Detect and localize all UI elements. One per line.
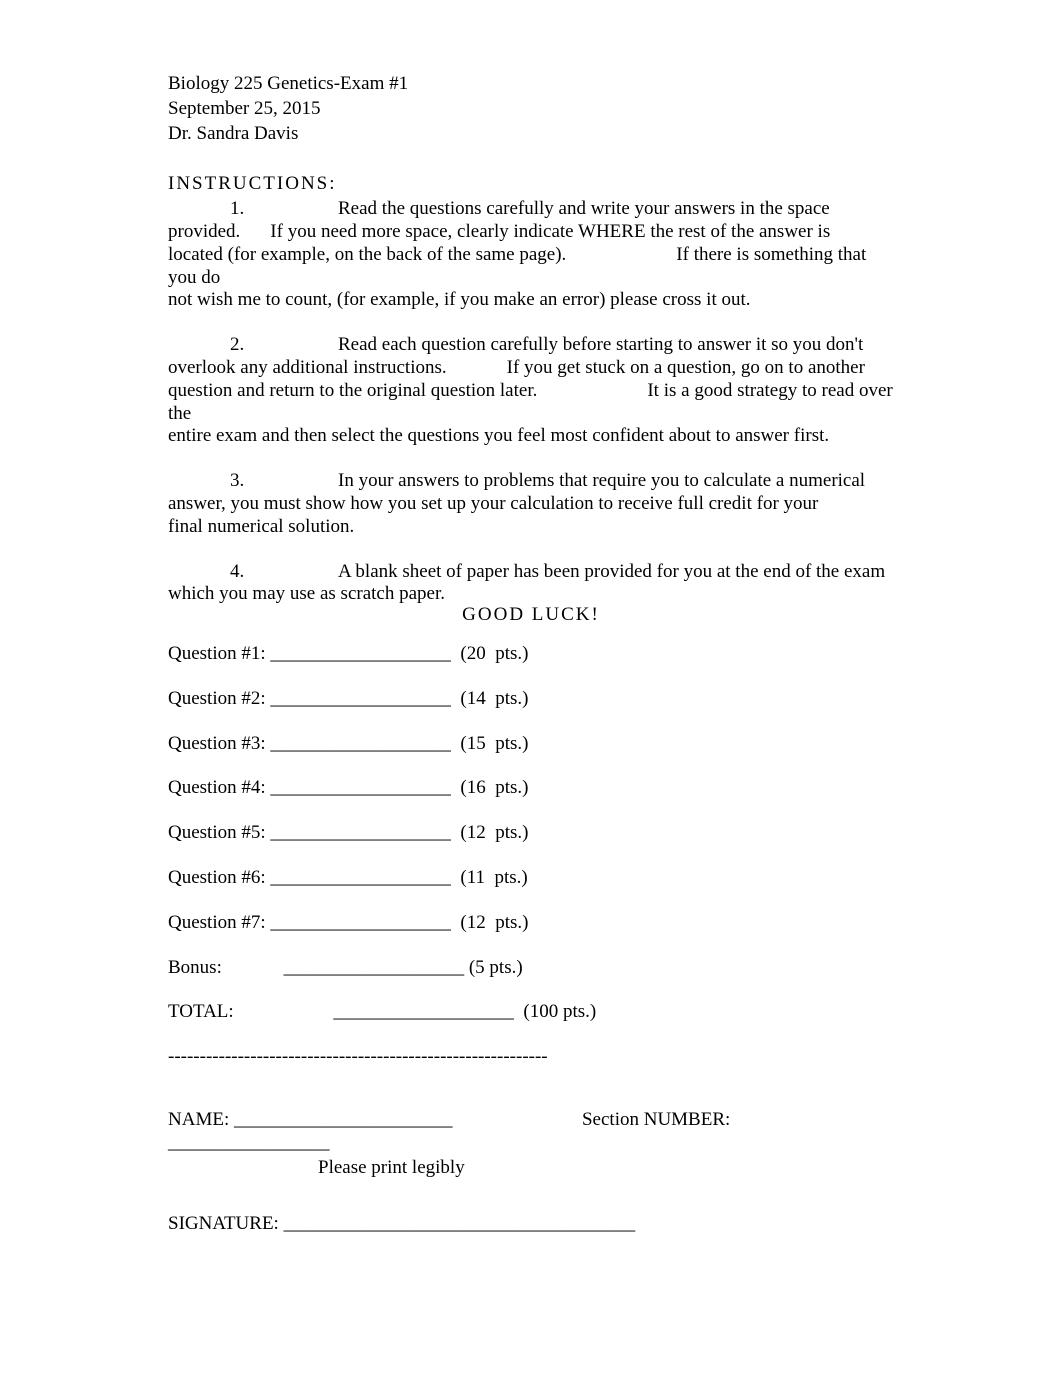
exam-header: Biology 225 Genetics-Exam #1 September 2…	[168, 73, 894, 145]
instruction-3-text-c: final numerical solution.	[168, 516, 354, 537]
question-5-score: Question #5: ___________________ (12 pts…	[168, 822, 894, 845]
instructor-name: Dr. Sandra Davis	[168, 123, 894, 146]
instruction-2-text-c: If you get stuck on a question, go on to…	[507, 357, 865, 378]
total-score: TOTAL: ___________________ (100 pts.)	[168, 1001, 894, 1024]
exam-date: September 25, 2015	[168, 98, 894, 121]
instruction-2: 2. Read each question carefully before st…	[168, 334, 894, 448]
instruction-4-text-a: A blank sheet of paper has been provided…	[338, 561, 885, 582]
print-legibly-note: Please print legibly	[318, 1157, 894, 1180]
question-7-score: Question #7: ___________________ (12 pts…	[168, 912, 894, 935]
instruction-2-text-a: Read each question carefully before star…	[338, 334, 863, 355]
good-luck-text: GOOD LUCK!	[168, 604, 894, 627]
course-title: Biology 225 Genetics-Exam #1	[168, 73, 894, 96]
instruction-3-text-b: answer, you must show how you set up you…	[168, 493, 818, 514]
question-2-score: Question #2: ___________________ (14 pts…	[168, 688, 894, 711]
question-4-score: Question #4: ___________________ (16 pts…	[168, 777, 894, 800]
instruction-4-number: 4.	[168, 561, 278, 584]
instruction-2-text-f: entire exam and then select the question…	[168, 425, 829, 446]
instruction-3: 3. In your answers to problems that requi…	[168, 470, 894, 538]
instruction-1-text-a: Read the questions carefully and write y…	[338, 198, 830, 219]
instruction-1-text-f: not wish me to count, (for example, if y…	[168, 289, 751, 310]
question-6-score: Question #6: ___________________ (11 pts…	[168, 867, 894, 890]
section-divider: ----------------------------------------…	[168, 1046, 894, 1069]
instruction-1: 1. Read the questions carefully and write…	[168, 198, 894, 312]
bonus-score: Bonus: ___________________ (5 pts.)	[168, 957, 894, 980]
instruction-1-text-c: If you need more space, clearly indicate…	[270, 221, 830, 242]
question-3-score: Question #3: ___________________ (15 pts…	[168, 733, 894, 756]
instruction-2-text-b: overlook any additional instructions.	[168, 357, 447, 378]
name-section-row: NAME: _______________________ Section NU…	[168, 1109, 894, 1155]
instruction-3-text-a: In your answers to problems that require…	[338, 470, 865, 491]
instruction-1-text-b: provided.	[168, 221, 240, 242]
instruction-2-text-d: question and return to the original ques…	[168, 380, 537, 401]
instruction-1-number: 1.	[168, 198, 278, 221]
instruction-3-number: 3.	[168, 470, 278, 493]
instruction-4-text-b: which you may use as scratch paper.	[168, 583, 445, 604]
instruction-1-text-d: located (for example, on the back of the…	[168, 244, 566, 265]
instruction-4: 4. A blank sheet of paper has been provid…	[168, 561, 894, 607]
instructions-heading: INSTRUCTIONS:	[168, 173, 894, 196]
question-1-score: Question #1: ___________________ (20 pts…	[168, 643, 894, 666]
instruction-2-number: 2.	[168, 334, 278, 357]
signature-field: SIGNATURE: _____________________________…	[168, 1213, 894, 1236]
name-field-label: NAME: _______________________	[168, 1109, 452, 1130]
exam-cover-page: Biology 225 Genetics-Exam #1 September 2…	[0, 0, 1062, 1377]
